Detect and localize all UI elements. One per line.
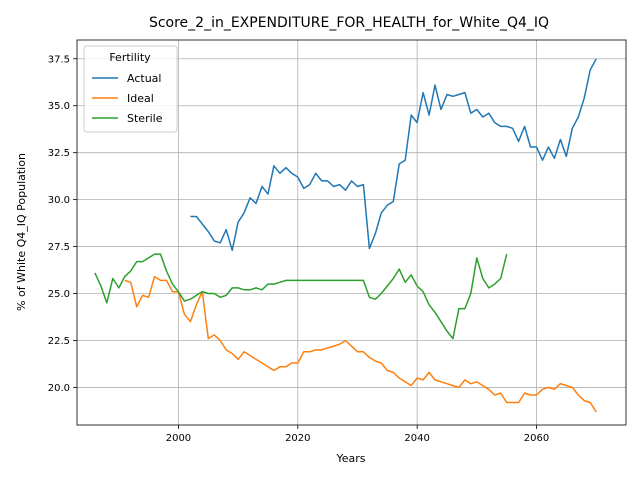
legend: Fertility Actual Ideal Sterile <box>83 45 178 133</box>
y-axis-ticks: 20.0 22.5 25.0 27.5 30.0 32.5 35.0 37.5 <box>48 54 77 394</box>
legend-label-sterile: Sterile <box>127 112 163 125</box>
series-line-sterile <box>94 253 508 340</box>
y-tick-label: 35.0 <box>48 101 70 112</box>
data-series <box>94 58 597 413</box>
x-tick-label: 2000 <box>166 433 191 444</box>
legend-box <box>83 45 178 133</box>
y-tick-label: 22.5 <box>48 336 70 347</box>
chart-title: Score_2_in_EXPENDITURE_FOR_HEALTH_for_Wh… <box>149 15 549 31</box>
y-tick-label: 27.5 <box>48 242 70 253</box>
y-tick-label: 32.5 <box>48 148 70 159</box>
y-tick-label: 25.0 <box>48 289 70 300</box>
y-tick-label: 30.0 <box>48 195 70 206</box>
legend-label-ideal: Ideal <box>127 92 154 105</box>
series-line-actual <box>190 58 597 252</box>
y-tick-label: 20.0 <box>48 383 70 394</box>
x-axis-label: Years <box>335 452 365 465</box>
y-axis-label: % of White Q4_IQ Population <box>15 153 28 311</box>
x-axis-ticks: 2000 2020 2040 2060 <box>166 425 549 444</box>
x-tick-label: 2060 <box>524 433 549 444</box>
legend-title: Fertility <box>109 51 151 64</box>
x-tick-label: 2020 <box>285 433 310 444</box>
series-line-ideal <box>124 275 597 413</box>
plot-frame <box>76 39 627 426</box>
y-tick-label: 37.5 <box>48 54 70 65</box>
x-tick-label: 2040 <box>404 433 429 444</box>
legend-label-actual: Actual <box>127 72 161 85</box>
